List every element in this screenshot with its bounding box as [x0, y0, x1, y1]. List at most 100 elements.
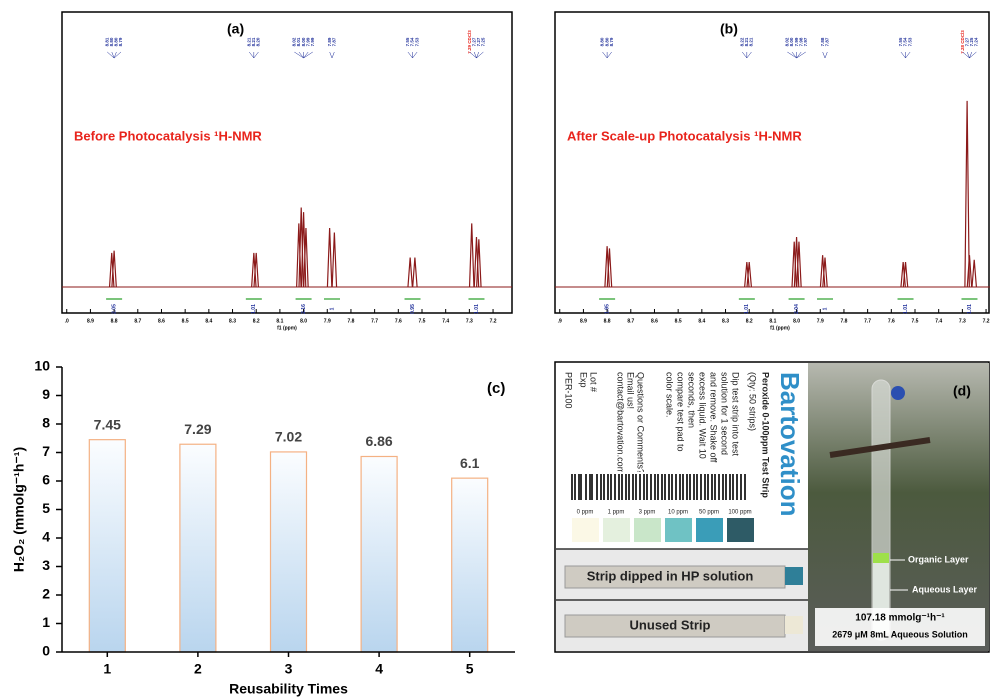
instruction: seconds, then — [687, 372, 697, 428]
peak-label: 8.22 — [739, 37, 744, 46]
y-tick-label: 6 — [42, 472, 50, 488]
panel-label: (a) — [227, 21, 244, 37]
peak — [412, 257, 418, 288]
peak-label: 8.80 — [114, 37, 119, 46]
x-tick-label: 8.6 — [158, 318, 165, 324]
peak-label: 8.01 — [296, 37, 301, 46]
y-axis-label: H₂O₂ (mmolg⁻¹h⁻¹) — [11, 447, 27, 572]
code: PER-100 — [564, 372, 574, 409]
instruction: Dip test strip into test — [731, 372, 741, 457]
panel-b-frame — [554, 11, 990, 314]
y-tick-label: 4 — [42, 529, 50, 545]
scale-label: 3 ppm — [639, 510, 656, 516]
x-tick-label: 8.6 — [651, 318, 658, 324]
swatch — [665, 518, 692, 542]
integral-label: 2.16 — [301, 304, 307, 314]
y-tick-label: 8 — [42, 415, 50, 431]
x-tick-label: 8.5 — [675, 318, 682, 324]
peak-leader — [822, 51, 826, 59]
peak-leader — [113, 51, 117, 59]
y-tick-label: 7 — [42, 443, 50, 459]
peak-label: 7.53 — [414, 37, 419, 46]
peak-label: 7.29 CDCl3 — [467, 30, 472, 54]
clamp — [829, 437, 931, 458]
peak-label: 7.27 — [964, 37, 969, 46]
x-tick-label: 7.8 — [840, 318, 847, 324]
peak-label: 7.27 — [476, 37, 481, 46]
swatch — [603, 518, 630, 542]
peak-label: 7.99 — [794, 37, 799, 46]
panel-a-frame — [61, 11, 513, 314]
integral-label: 1.95 — [604, 304, 610, 314]
x-axis-label: Reusability Times — [229, 681, 348, 697]
x-tick-label: 3 — [285, 661, 293, 677]
x-tick-label: 8.8 — [111, 318, 118, 324]
peak — [296, 223, 302, 288]
peak-label: 8.21 — [749, 37, 754, 46]
x-tick-label: .0 — [65, 318, 69, 324]
panel-label: (b) — [720, 21, 738, 37]
swatch — [696, 518, 723, 542]
x-tick-label: 7.5 — [912, 318, 919, 324]
peak-leader — [900, 51, 906, 59]
instruction: color scale. — [665, 372, 675, 418]
peak-label: 8.21 — [246, 37, 251, 46]
y-tick-label: 0 — [42, 643, 50, 659]
peak-leader — [407, 51, 413, 59]
peak-leader — [824, 51, 828, 59]
peak — [971, 259, 978, 288]
peak-label: 7.55 — [405, 37, 410, 46]
integral-label: 1.01 — [967, 304, 973, 314]
value-label: 7.02 — [275, 429, 302, 445]
brand: Bartovation — [775, 372, 805, 516]
lot: Lot # — [589, 372, 599, 392]
peak-leader — [969, 51, 977, 59]
peak — [111, 250, 117, 288]
peak-leader — [303, 51, 313, 59]
rate: 107.18 mmolg⁻¹h⁻¹ — [855, 613, 945, 624]
y-tick-label: 10 — [34, 358, 50, 374]
y-tick-label: 2 — [42, 586, 50, 602]
peak-label: 8.00 — [301, 37, 306, 46]
panel-label: (c) — [487, 380, 505, 397]
product: Peroxide 0-100ppm Test Strip — [761, 372, 771, 498]
scale-label: 0 ppm — [577, 510, 594, 516]
contact: contact@bartovation.com — [616, 372, 626, 474]
x-tick-label: .9 — [558, 318, 562, 324]
integral-label: 1 — [329, 307, 335, 310]
bar — [88, 439, 126, 653]
contact: Questions or Comments? — [636, 372, 646, 474]
peak — [303, 227, 309, 288]
peak-label: 8.80 — [109, 37, 114, 46]
peak-leader — [107, 51, 115, 59]
peak-leader — [298, 51, 304, 59]
scale-label: 50 ppm — [699, 510, 719, 516]
stopcock — [891, 386, 905, 400]
organic-layer — [873, 553, 889, 563]
peak-label: 8.80 — [604, 37, 609, 46]
spectrum-title: Before Photocatalysis ¹H-NMR — [74, 128, 262, 143]
peak-leader — [331, 51, 335, 59]
peak — [606, 248, 613, 288]
peak-leader — [111, 51, 115, 59]
strip-label: Unused Strip — [630, 617, 711, 632]
bar — [179, 443, 217, 653]
peak-label: 8.81 — [104, 37, 109, 46]
x-tick-label: 1 — [103, 661, 111, 677]
peak-leader — [787, 51, 797, 59]
x-tick-label: 8.2 — [253, 318, 260, 324]
scale-label: 1 ppm — [608, 510, 625, 516]
integral-label: 1.01 — [903, 304, 909, 314]
peak-leader — [294, 51, 304, 59]
peak — [331, 232, 338, 288]
x-axis-label: f1 (ppm) — [277, 325, 297, 331]
peak — [326, 227, 333, 288]
peak-label: 7.54 — [903, 37, 908, 46]
x-tick-label: 8.9 — [87, 318, 94, 324]
peak-label: 8.21 — [251, 37, 256, 46]
strip-label: Strip dipped in HP solution — [587, 568, 754, 583]
peak-leader — [253, 51, 259, 59]
peak-label: 7.87 — [331, 37, 336, 46]
swatch — [634, 518, 661, 542]
x-tick-label: 7.4 — [935, 318, 942, 324]
